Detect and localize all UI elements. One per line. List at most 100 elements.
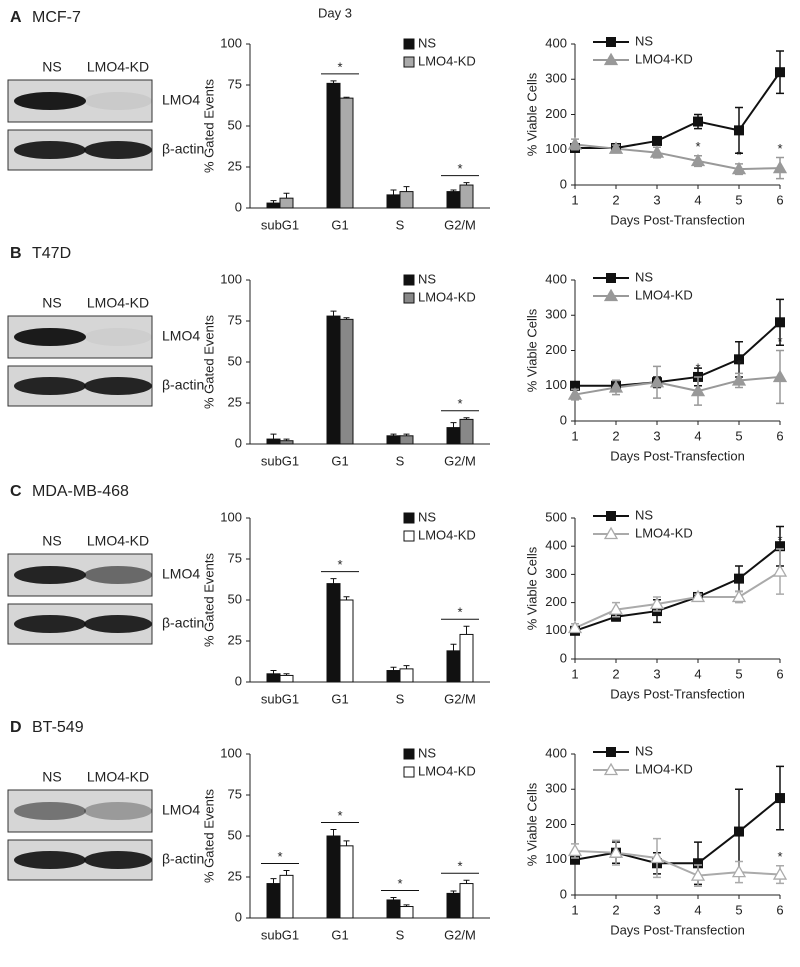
marker xyxy=(649,850,665,864)
lane-label: LMO4-KD xyxy=(87,533,149,549)
x-tick-label: 4 xyxy=(694,902,701,917)
y-tick-label: 400 xyxy=(545,35,567,50)
significance-star: * xyxy=(777,141,782,156)
y-tick-label: 100 xyxy=(545,377,567,392)
blot-band xyxy=(84,851,152,869)
legend-label: NS xyxy=(635,269,653,284)
x-tick-label: 6 xyxy=(776,428,783,443)
legend-swatch xyxy=(403,292,415,304)
marker xyxy=(775,67,785,78)
band-label: LMO4 xyxy=(162,566,200,582)
bar xyxy=(339,599,354,683)
bar xyxy=(279,197,294,209)
panel-letter: C xyxy=(10,483,22,500)
series-line xyxy=(574,570,781,629)
y-axis-label: % Gated Events xyxy=(201,315,216,409)
error-bar xyxy=(270,200,277,204)
series-line xyxy=(574,545,781,632)
significance-star: * xyxy=(777,849,782,864)
x-tick-label: 2 xyxy=(612,666,619,681)
lane-label: NS xyxy=(42,59,61,75)
error-bar xyxy=(403,186,410,192)
legend-label: NS xyxy=(418,745,436,760)
y-axis-label: % Gated Events xyxy=(201,553,216,647)
y-tick-label: 0 xyxy=(235,673,242,688)
cell-line: T47D xyxy=(32,245,71,262)
y-tick-label: 50 xyxy=(228,117,242,132)
marker xyxy=(734,826,744,837)
marker xyxy=(772,867,788,880)
panel-letter: B xyxy=(10,245,22,262)
error-bar xyxy=(450,422,457,428)
y-tick-label: 300 xyxy=(545,71,567,86)
bar xyxy=(459,633,474,683)
x-tick-label: S xyxy=(396,927,405,942)
blot-band xyxy=(84,141,152,159)
lane-label: NS xyxy=(42,533,61,549)
bar xyxy=(386,899,401,919)
marker xyxy=(690,589,706,603)
error-bar xyxy=(343,596,350,600)
error-bar xyxy=(343,317,350,320)
error-bar xyxy=(403,904,410,907)
y-tick-label: 0 xyxy=(235,199,242,214)
blot-band xyxy=(14,92,86,110)
y-axis-label: % Gated Events xyxy=(201,789,216,883)
x-tick-label: 4 xyxy=(694,428,701,443)
y-tick-label: 0 xyxy=(235,909,242,924)
band-label: β-actin xyxy=(162,377,204,393)
legend-label: LMO4-KD xyxy=(418,763,476,778)
marker xyxy=(690,868,706,881)
error-bar xyxy=(390,897,397,900)
lane-label: LMO4-KD xyxy=(87,295,149,311)
blot-band xyxy=(14,377,86,395)
x-tick-label: 4 xyxy=(694,192,701,207)
y-tick-label: 100 xyxy=(545,851,567,866)
x-tick-label: 6 xyxy=(776,666,783,681)
blot-band xyxy=(84,615,152,633)
blot-band xyxy=(84,377,152,395)
y-tick-label: 500 xyxy=(545,509,567,524)
y-tick-label: 75 xyxy=(228,550,242,565)
x-tick-label: G1 xyxy=(331,217,348,232)
y-tick-label: 25 xyxy=(228,394,242,409)
bar xyxy=(446,191,461,209)
y-tick-label: 300 xyxy=(545,307,567,322)
band-label: LMO4 xyxy=(162,92,200,108)
x-tick-label: G2/M xyxy=(444,453,476,468)
x-tick-label: S xyxy=(396,453,405,468)
legend-label: LMO4-KD xyxy=(418,289,476,304)
marker xyxy=(608,602,624,615)
x-tick-label: S xyxy=(396,691,405,706)
error-bar xyxy=(330,578,337,584)
y-tick-label: 400 xyxy=(545,745,567,760)
blot-band xyxy=(14,328,86,346)
x-tick-label: 5 xyxy=(735,192,742,207)
x-axis-label: Days Post-Transfection xyxy=(610,448,745,463)
significance-star: * xyxy=(337,808,342,823)
x-tick-label: 5 xyxy=(735,902,742,917)
significance-star: * xyxy=(777,532,782,547)
legend-label: NS xyxy=(418,271,436,286)
y-axis-label: % Viable Cells xyxy=(524,308,539,392)
x-axis-label: Days Post-Transfection xyxy=(610,922,745,937)
y-tick-label: 25 xyxy=(228,868,242,883)
bar xyxy=(279,440,294,445)
bar xyxy=(266,438,281,445)
significance-star: * xyxy=(457,396,462,411)
marker xyxy=(608,141,624,154)
legend-label: LMO4-KD xyxy=(418,527,476,542)
blot-band xyxy=(14,615,86,633)
error-bar xyxy=(390,433,397,436)
y-tick-label: 75 xyxy=(228,76,242,91)
series-line xyxy=(574,143,781,171)
y-tick-label: 50 xyxy=(228,591,242,606)
series-line xyxy=(574,849,781,877)
marker xyxy=(649,374,665,388)
x-tick-label: 3 xyxy=(653,428,660,443)
y-tick-label: 200 xyxy=(545,816,567,831)
legend-swatch xyxy=(403,530,415,542)
y-tick-label: 0 xyxy=(235,435,242,450)
error-bar xyxy=(330,310,337,317)
bar xyxy=(326,835,341,919)
